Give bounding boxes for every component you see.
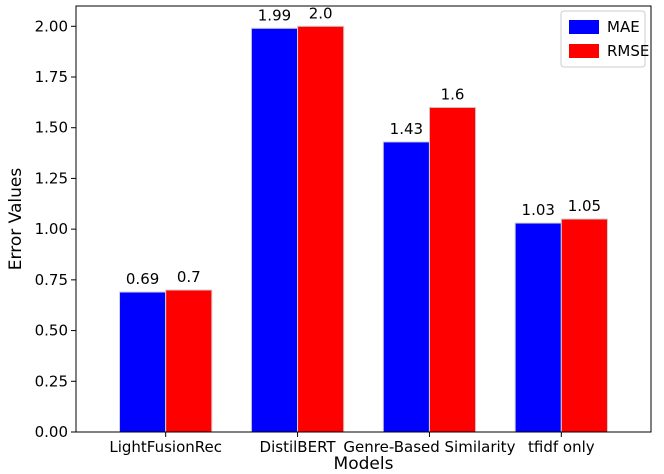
bar-rmse-2 (428, 106, 477, 433)
y-axis-title: Error Values (6, 168, 26, 271)
bar-mae-0 (119, 291, 167, 433)
y-tick-label: 1.75 (35, 68, 68, 86)
value-labels-layer: 0.69 0.7 1.99 2.0 1.43 1.6 1.03 1.05 (126, 4, 601, 288)
plot-frame (75, 5, 652, 433)
bar-rmse-3 (560, 218, 608, 433)
bar-value-label: 1.6 (441, 85, 465, 103)
legend-swatch-rmse (569, 44, 599, 58)
y-tick-label: 0.25 (35, 372, 68, 390)
bar-mae-2 (382, 141, 430, 433)
x-tick-label: DistilBERT (260, 438, 337, 456)
legend-label-mae: MAE (607, 18, 640, 36)
legend: MAE RMSE (560, 10, 649, 68)
x-tick-label: tfidf only (528, 438, 595, 456)
bar-value-label: 1.03 (522, 201, 555, 219)
x-tick-label: LightFusionRec (109, 438, 222, 456)
y-tick-label: 1.50 (35, 119, 68, 137)
bar-value-label: 1.99 (258, 6, 291, 24)
bar-value-label: 0.7 (177, 268, 201, 286)
bars-layer (119, 25, 608, 433)
bar-value-label: 1.43 (390, 120, 423, 138)
bar-value-label: 2.0 (309, 4, 333, 22)
x-tick-label: Genre-Based Similarity (343, 438, 515, 456)
y-tick-label: 0.00 (35, 423, 68, 441)
x-axis: LightFusionRec DistilBERT Genre-Based Simi… (109, 432, 595, 456)
legend-label-rmse: RMSE (607, 42, 649, 60)
y-tick-label: 1.25 (35, 169, 68, 187)
y-tick-label: 0.75 (35, 271, 68, 289)
bar-value-label: 1.05 (568, 197, 601, 215)
bar-rmse-0 (165, 289, 213, 433)
bar-rmse-1 (297, 25, 345, 433)
bar-value-label: 0.69 (126, 270, 159, 288)
y-axis: 0.00 0.25 0.50 0.75 1.00 1.25 1.50 1.75 2.00 (35, 17, 76, 441)
y-tick-label: 0.50 (35, 322, 68, 340)
y-tick-label: 1.00 (35, 220, 68, 238)
y-tick-label: 2.00 (35, 17, 68, 35)
legend-swatch-mae (569, 20, 599, 34)
bar-mae-1 (250, 27, 299, 433)
x-axis-title: Models (334, 454, 394, 474)
bar-mae-3 (514, 222, 562, 433)
